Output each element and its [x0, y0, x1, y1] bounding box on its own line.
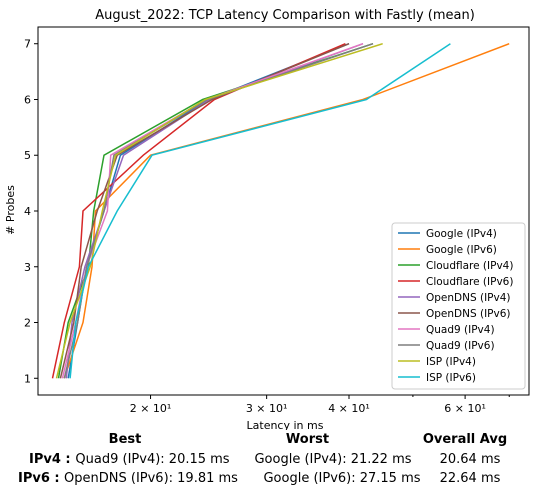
legend-box [391, 222, 526, 390]
y-tick-label: 4 [24, 205, 31, 218]
x-tick-label: 3 × 10¹ [246, 402, 288, 415]
series-line-0 [67, 43, 350, 379]
summary-header-worst: Worst [285, 432, 330, 447]
legend-entry: Quad9 (IPv4) [426, 324, 495, 336]
legend: Google (IPv4) Google (IPv6) Cloudflare (IP… [391, 222, 526, 390]
series-line-2 [57, 42, 374, 379]
y-tick-label: 2 [24, 317, 31, 330]
series-line-8 [55, 42, 383, 379]
latency-chart: August_2022: TCP Latency Comparison with… [4, 8, 530, 430]
y-tick-label: 5 [24, 149, 31, 162]
y-tick-label: 3 [24, 261, 31, 274]
legend-entry: OpenDNS (IPv6) [426, 308, 511, 320]
summary-worst-ipv6: Google (IPv6): 27.15 ms [263, 471, 421, 486]
legend-entry: Google (IPv6) [426, 244, 497, 256]
y-tick-label: 1 [24, 372, 31, 385]
summary-best-ipv6: OpenDNS (IPv6): 19.81 ms [64, 471, 238, 486]
series-line-3 [51, 43, 346, 379]
series-line-4 [65, 42, 364, 379]
y-tick-label: 7 [24, 38, 31, 51]
summary-table: Best Worst Overall Avg IPv4 : Quad9 (IPv… [0, 430, 541, 496]
legend-entry: Cloudflare (IPv4) [426, 260, 513, 272]
y-tick-label: 6 [24, 93, 31, 106]
axes: 1 2 3 4 5 6 7 2 × 10¹ 3 × 10¹ 4 × 10¹ 6 × 10¹ [24, 38, 510, 415]
summary-header-best: Best [108, 432, 142, 447]
chart-title: August_2022: TCP Latency Comparison with… [95, 8, 475, 23]
summary-avg-ipv6: 22.64 ms [439, 471, 501, 486]
x-tick-label: 4 × 10¹ [328, 402, 370, 415]
x-tick-label: 6 × 10¹ [444, 402, 486, 415]
x-tick-label: 2 × 10¹ [130, 402, 172, 415]
summary-header-avg: Overall Avg [422, 432, 508, 447]
legend-entry: Cloudflare (IPv6) [426, 276, 513, 288]
series-line-5 [59, 43, 350, 379]
y-axis-label: # Probes [4, 185, 17, 235]
series-line-6 [61, 42, 364, 379]
legend-entry: Quad9 (IPv6) [426, 340, 495, 352]
summary-best-ipv4: Quad9 (IPv4): 20.15 ms [75, 452, 230, 467]
summary-row-label-ipv6: IPv6 : [18, 471, 60, 486]
x-axis-label: Latency in ms [247, 419, 324, 430]
legend-entry: ISP (IPv4) [426, 356, 476, 368]
plot-area [51, 42, 510, 379]
series-line-1 [63, 42, 510, 379]
summary-avg-ipv4: 20.64 ms [439, 452, 501, 467]
summary-worst-ipv4: Google (IPv4): 21.22 ms [254, 452, 412, 467]
summary-row-label-ipv4: IPv4 : [29, 452, 71, 467]
series-line-9 [69, 43, 451, 379]
legend-entry: ISP (IPv6) [426, 372, 476, 384]
legend-entry: OpenDNS (IPv4) [426, 292, 511, 304]
legend-entry: Google (IPv4) [426, 228, 497, 240]
